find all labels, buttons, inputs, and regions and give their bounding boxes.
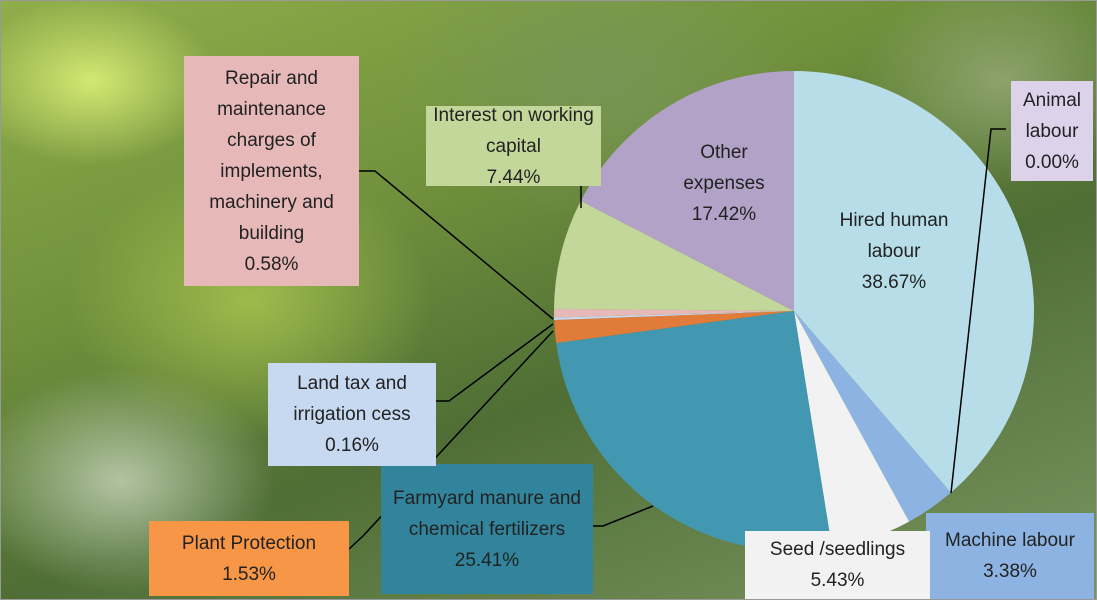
- category-label: Machine labour: [945, 530, 1075, 551]
- data-label-box: Plant Protection 1.53%: [149, 521, 349, 596]
- value-label: 5.43%: [810, 570, 865, 591]
- pie-slice: [554, 308, 794, 318]
- value-label: 25.41%: [454, 549, 520, 571]
- data-label-box: Interest on working capital 7.44%: [426, 105, 601, 188]
- value-label: 3.38%: [983, 561, 1037, 582]
- leader-line: [593, 505, 654, 527]
- leader-line: [436, 323, 554, 402]
- category-label: Interest on working capital: [433, 104, 594, 157]
- data-label-box: Other expenses 17.42%: [669, 131, 779, 236]
- category-label: Farmyard manure and chemical fertilizers: [393, 487, 581, 540]
- value-label: 1.53%: [222, 563, 276, 585]
- leader-line: [359, 170, 554, 320]
- value-label: 0.00%: [1025, 151, 1079, 173]
- pie-slice: [554, 311, 794, 343]
- pie-slice: [554, 311, 794, 320]
- value-label: 17.42%: [691, 204, 757, 225]
- data-label-box: Repair and maintenance charges of implem…: [184, 56, 359, 286]
- category-label: Other expenses: [683, 142, 765, 194]
- data-label-box: Farmyard manure and chemical fertilizers…: [381, 464, 593, 594]
- leader-line: [348, 330, 554, 550]
- category-label: Plant Protection: [181, 532, 317, 554]
- data-label-box: Animal labour 0.00%: [1011, 81, 1093, 181]
- category-label: Hired human labour: [839, 209, 949, 262]
- category-label: Repair and maintenance charges of implem…: [209, 67, 334, 244]
- value-label: 38.67%: [861, 271, 927, 293]
- data-label-box: Seed /seedlings 5.43%: [745, 531, 930, 599]
- pie-slice: [794, 71, 1035, 493]
- value-label: 7.44%: [486, 166, 541, 188]
- data-label-box: Hired human labour 38.67%: [819, 196, 969, 306]
- value-label: 0.58%: [244, 253, 299, 275]
- pie-slice: [554, 200, 794, 311]
- category-label: Animal labour: [1022, 89, 1082, 142]
- leader-line: [950, 128, 1006, 494]
- data-label-box: Machine labour 3.38%: [926, 513, 1094, 599]
- category-label: Seed /seedlings: [769, 539, 906, 560]
- pie-slice: [794, 311, 951, 522]
- category-label: Land tax and irrigation cess: [293, 373, 411, 425]
- pie-slice: [794, 311, 910, 548]
- pie-slice: [556, 311, 832, 551]
- value-label: 0.16%: [325, 435, 379, 456]
- data-label-box: Land tax and irrigation cess 0.16%: [268, 363, 436, 466]
